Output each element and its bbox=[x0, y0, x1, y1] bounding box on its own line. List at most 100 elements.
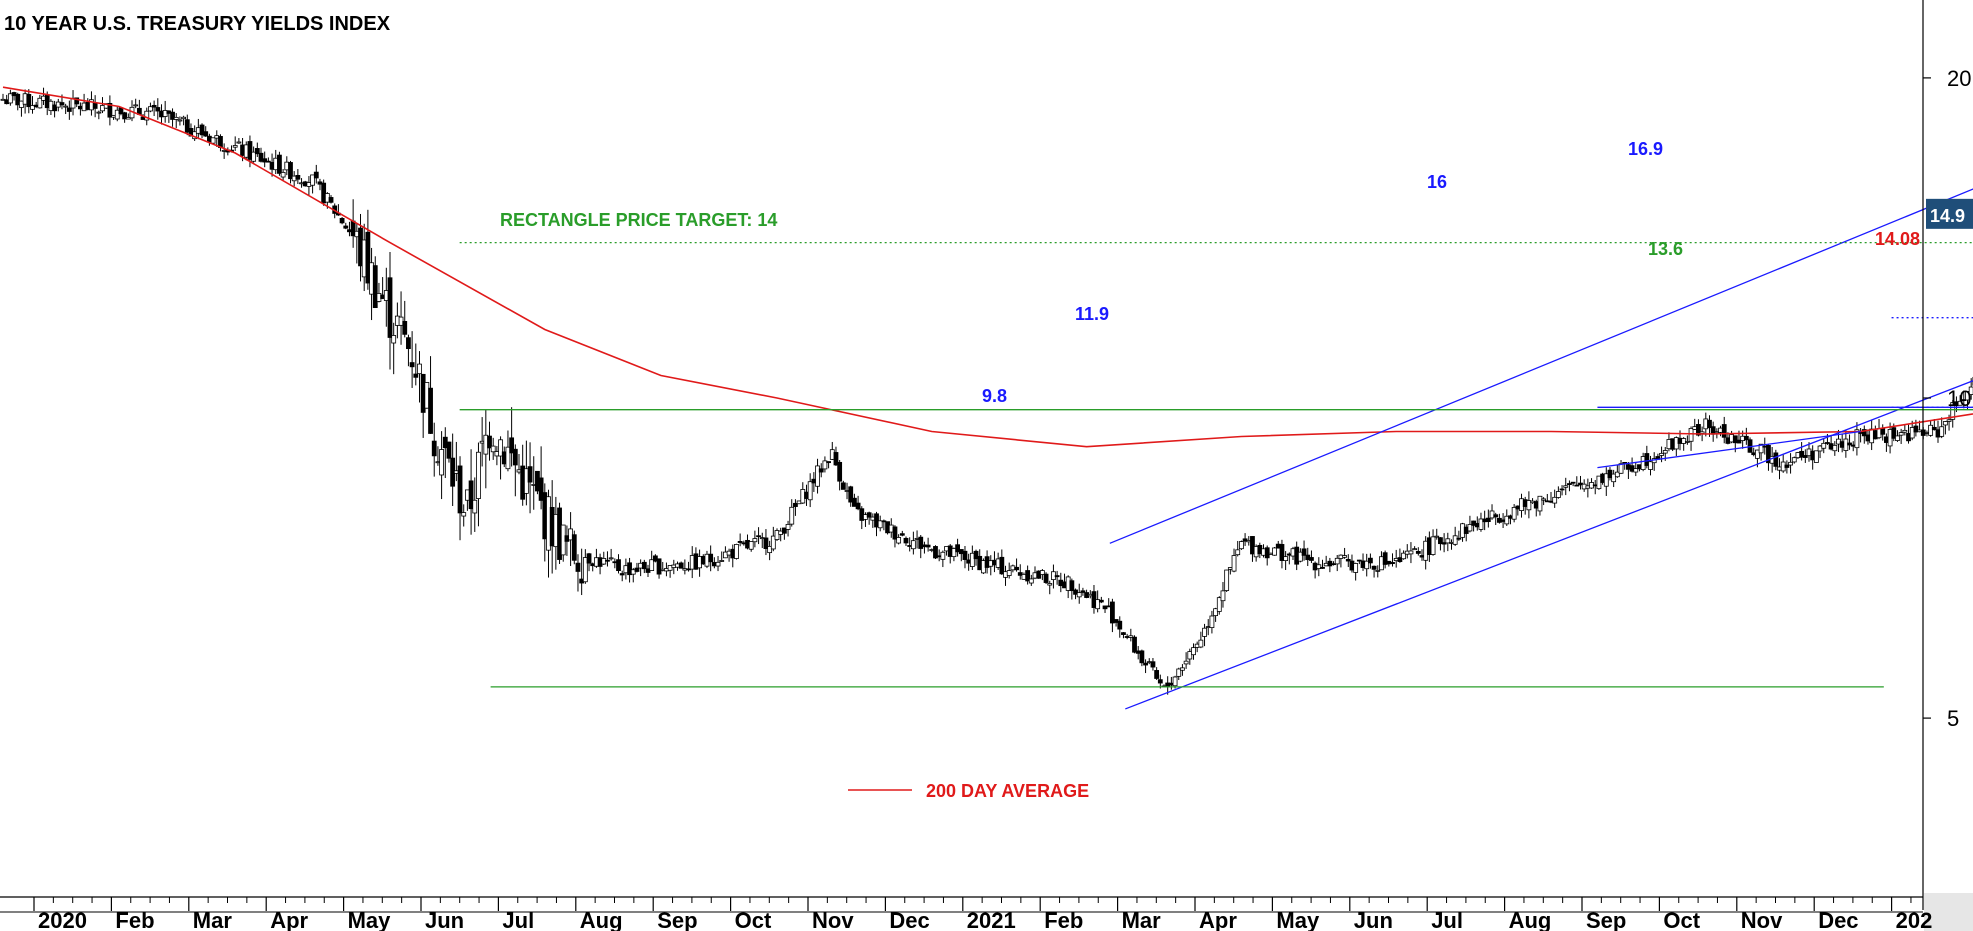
candle-body bbox=[1434, 535, 1440, 538]
candle-body bbox=[1891, 427, 1897, 439]
candle-body bbox=[899, 533, 905, 536]
y-tick-label: 20 bbox=[1947, 66, 1971, 91]
candle-body bbox=[1965, 390, 1970, 401]
candle-body bbox=[1567, 483, 1572, 485]
candle-body bbox=[1633, 468, 1639, 473]
candle-body bbox=[781, 527, 787, 534]
candle-body bbox=[763, 537, 769, 550]
y-tick-label: 5 bbox=[1947, 706, 1959, 731]
candle-body bbox=[184, 119, 190, 133]
candle-body bbox=[280, 171, 286, 178]
candle-body bbox=[826, 461, 831, 464]
candle-body bbox=[855, 502, 861, 510]
candle-body bbox=[656, 558, 662, 575]
candle-body bbox=[1408, 550, 1414, 555]
candle-body bbox=[955, 544, 960, 553]
candle-body bbox=[756, 535, 761, 538]
candle-body bbox=[210, 137, 216, 144]
candle-body bbox=[96, 111, 102, 114]
candle-body bbox=[468, 480, 474, 510]
candle-body bbox=[1054, 575, 1060, 578]
candle-body bbox=[487, 435, 492, 449]
x-tick-label: Sep bbox=[657, 908, 697, 931]
candle-body bbox=[1928, 424, 1934, 436]
candle-body bbox=[1537, 495, 1543, 512]
candle-body bbox=[1320, 566, 1325, 569]
candle-body bbox=[1799, 450, 1805, 458]
candle-body bbox=[1110, 601, 1115, 624]
candle-body bbox=[203, 131, 209, 137]
candle-body bbox=[962, 550, 968, 560]
candle-body bbox=[1250, 536, 1255, 555]
candle-body bbox=[133, 104, 139, 107]
candle-body bbox=[538, 477, 544, 501]
candle-body bbox=[1353, 563, 1359, 573]
candle-body bbox=[1316, 564, 1322, 570]
candle-body bbox=[7, 93, 13, 104]
candle-body bbox=[262, 158, 268, 163]
candle-body bbox=[719, 560, 725, 562]
x-tick-label: Jul bbox=[502, 908, 534, 931]
plot-area bbox=[0, 86, 1973, 710]
x-tick-label: Aug bbox=[580, 908, 623, 931]
candle-body bbox=[1028, 578, 1034, 584]
candle-body bbox=[630, 569, 636, 575]
candle-body bbox=[1382, 552, 1388, 565]
x-tick-label: Dec bbox=[889, 908, 929, 931]
candle-body bbox=[969, 552, 975, 567]
candle-body bbox=[505, 446, 511, 470]
candle-body bbox=[715, 561, 721, 567]
candle-body bbox=[30, 105, 35, 110]
candle-body bbox=[1043, 573, 1049, 583]
candle-body bbox=[339, 217, 345, 224]
candle-body bbox=[1242, 538, 1248, 542]
candle-body bbox=[177, 119, 183, 122]
candle-body bbox=[1342, 555, 1347, 558]
candle-body bbox=[1788, 461, 1793, 466]
ma-200-line bbox=[2, 86, 1973, 448]
candle-body bbox=[837, 461, 843, 482]
candle-body bbox=[37, 97, 43, 109]
candle-body bbox=[251, 151, 257, 162]
candle-body bbox=[1552, 496, 1558, 504]
candle-body bbox=[1017, 572, 1023, 576]
x-tick-label: Jun bbox=[425, 908, 464, 931]
candle-body bbox=[1121, 632, 1126, 635]
candle-body bbox=[575, 562, 581, 572]
candle-body bbox=[951, 548, 957, 558]
x-tick-label: Nov bbox=[1741, 908, 1783, 931]
candle-body bbox=[254, 148, 260, 155]
candle-body bbox=[1854, 429, 1860, 449]
candle-body bbox=[1198, 639, 1204, 648]
candle-body bbox=[413, 373, 419, 378]
x-tick-label: Mar bbox=[1122, 908, 1162, 931]
x-tick-label: 2021 bbox=[967, 908, 1016, 931]
candle-body bbox=[1895, 435, 1900, 441]
candle-body bbox=[199, 124, 205, 136]
candle-body bbox=[752, 538, 758, 543]
candle-body bbox=[774, 530, 780, 540]
candle-body bbox=[258, 152, 264, 162]
candle-body bbox=[1216, 597, 1222, 612]
x-tick-label: Sep bbox=[1586, 908, 1626, 931]
candle-body bbox=[608, 557, 614, 560]
candle-body bbox=[277, 154, 282, 174]
candle-body bbox=[1076, 592, 1082, 598]
candle-body bbox=[457, 465, 463, 514]
candle-body bbox=[1707, 419, 1712, 429]
x-tick-label: Feb bbox=[115, 908, 154, 931]
x-tick-label: 202 bbox=[1896, 908, 1933, 931]
candle-body bbox=[1957, 400, 1963, 406]
candle-body bbox=[582, 557, 588, 583]
candle-body bbox=[446, 441, 452, 459]
candle-body bbox=[1301, 548, 1307, 556]
candle-body bbox=[15, 93, 21, 106]
trendline bbox=[1597, 430, 1861, 469]
candle-body bbox=[527, 466, 533, 483]
candle-body bbox=[1117, 620, 1123, 630]
candle-body bbox=[1172, 676, 1178, 687]
candle-body bbox=[1802, 455, 1808, 458]
candle-body bbox=[1297, 551, 1303, 562]
candle-body bbox=[1931, 426, 1937, 431]
candle-body bbox=[59, 102, 65, 106]
